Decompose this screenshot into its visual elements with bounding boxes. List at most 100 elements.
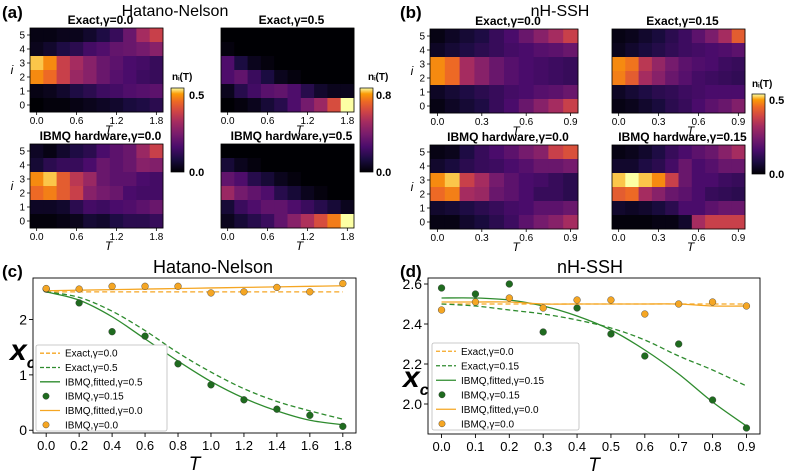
heatmap-cell — [731, 215, 746, 230]
data-point — [539, 304, 547, 312]
heatmap-cell — [474, 99, 490, 114]
x-tick-label: 0.6 — [261, 232, 275, 243]
heatmap-cell — [136, 42, 151, 57]
heatmap-frame — [29, 143, 164, 229]
heatmap-cell — [123, 172, 137, 187]
heatmap-cell — [518, 29, 534, 44]
heatmap-cell — [43, 186, 57, 201]
heatmap-cell — [327, 70, 342, 85]
heatmap-cell — [612, 187, 626, 202]
heatmap-cell — [247, 186, 262, 201]
heatmap-cell — [705, 43, 719, 58]
y-tick-label: 0 — [19, 422, 27, 438]
heatmap-cell — [563, 159, 579, 174]
heatmap-cell — [300, 144, 315, 159]
heatmap-cell — [221, 56, 235, 71]
legend-label: IBMQ,fitted,γ=0.5 — [65, 377, 143, 388]
heatmap-cell — [56, 42, 71, 57]
heatmap-cell — [123, 98, 137, 113]
heatmap-cell — [69, 158, 84, 173]
heatmap-6: Exact,γ=0.15 0.0 0.3 0.6 0.9 T — [611, 14, 746, 138]
legend-label: IBMQ,γ=0.0 — [461, 419, 515, 430]
heatmap-cell — [30, 28, 44, 43]
heatmap-cell — [274, 200, 288, 215]
heatmap-cell — [625, 145, 639, 160]
data-point — [471, 298, 480, 306]
x-tick-label: 0.6 — [261, 116, 275, 127]
heatmap-cell — [96, 186, 111, 201]
heatmap-cell — [718, 187, 733, 202]
heatmap-cell — [340, 98, 355, 113]
heatmap-cell — [612, 71, 626, 86]
x-tick-label: 0.0 — [221, 232, 235, 243]
heatmap-cell — [489, 173, 505, 188]
heatmap-frame — [611, 28, 746, 114]
heatmap-cell — [430, 71, 446, 86]
heatmap-cell — [612, 29, 626, 44]
heatmap-cell — [30, 172, 44, 187]
heatmap-cell — [43, 70, 57, 85]
heatmap-cell — [651, 187, 666, 202]
heatmap-cell — [123, 200, 137, 215]
heatmap-cell — [300, 172, 315, 187]
heatmap-cell — [444, 215, 460, 230]
heatmap-cell — [678, 201, 693, 216]
heatmap-cell — [678, 99, 693, 114]
heatmap-cell — [665, 99, 679, 114]
heatmap-cell — [518, 201, 534, 216]
x-axis-label: T — [296, 239, 305, 253]
x-tick-label: 0.6 — [136, 438, 154, 453]
data-point — [708, 396, 717, 404]
heatmap-cell — [718, 173, 733, 188]
heatmap-cell — [489, 145, 505, 160]
heatmap-cell — [625, 215, 639, 230]
heatmap-cell — [149, 172, 164, 187]
heatmap-cell — [444, 29, 460, 44]
data-point — [675, 300, 683, 308]
heatmap-cell — [340, 28, 355, 43]
x-tick-label: 0.6 — [519, 117, 533, 128]
heatmap-cell — [314, 186, 328, 201]
heatmap-cell — [518, 57, 534, 72]
heatmap-cell — [83, 70, 97, 85]
series-line — [46, 291, 343, 420]
heatmap-cell — [504, 201, 520, 216]
series-2 — [46, 291, 343, 426]
data-point — [108, 282, 116, 290]
y-axis-label: i — [11, 179, 14, 193]
heatmap-cell — [314, 214, 328, 229]
heatmap-cell — [638, 71, 653, 86]
legend-marker — [438, 391, 446, 399]
legend-label: IBMQ,γ=0.15 — [65, 392, 124, 403]
heatmap-cell — [274, 42, 288, 57]
series-2 — [441, 297, 747, 427]
heatmap-cell — [489, 159, 505, 174]
heatmap-cell — [247, 200, 262, 215]
heatmap-cell — [612, 145, 626, 160]
series-4 — [46, 285, 343, 292]
heatmap-cell — [504, 99, 520, 114]
heatmap-cell — [705, 99, 719, 114]
heatmap-cell — [563, 173, 579, 188]
heatmap-cell — [69, 56, 84, 71]
heatmap-cell — [287, 28, 302, 43]
heatmap-cell — [638, 145, 653, 160]
heatmap-title: IBMQ hardware,γ=0.0 — [40, 129, 162, 143]
heatmap-cell — [314, 56, 328, 71]
heatmap-cell — [563, 145, 579, 160]
heatmap-cell — [30, 56, 44, 71]
heatmap-cell — [314, 84, 328, 99]
data-point — [505, 294, 513, 302]
heatmap-cell — [234, 186, 248, 201]
data-point — [539, 328, 547, 336]
x-tick-label: 0.9 — [731, 117, 745, 128]
heatmap-cell — [260, 28, 275, 43]
heatmap-cell — [327, 98, 342, 113]
heatmap-cell — [56, 144, 71, 159]
heatmap-cell — [504, 43, 520, 58]
x-axis-label: T — [588, 455, 601, 474]
data-point — [437, 284, 446, 292]
heatmap-cell — [665, 43, 679, 58]
heatmap-cell — [149, 42, 164, 57]
heatmap-cell — [30, 70, 44, 85]
